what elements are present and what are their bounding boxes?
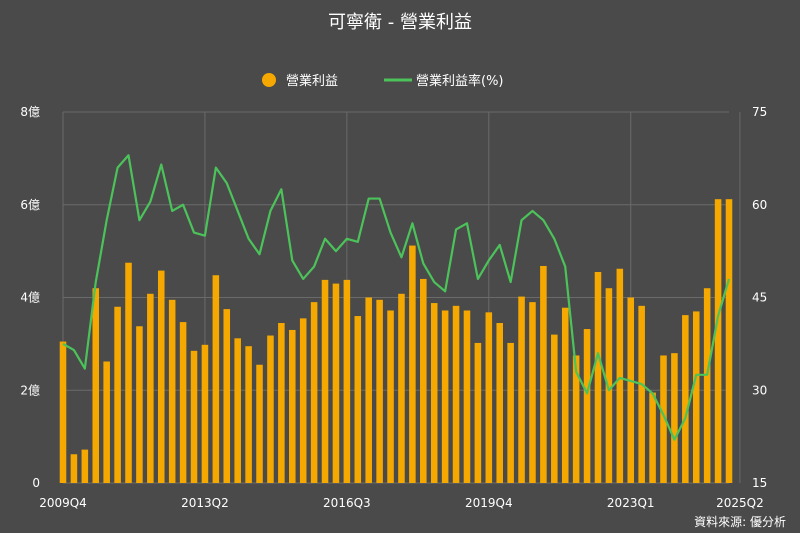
y-right-tick-label: 15 xyxy=(752,476,767,490)
bar xyxy=(343,279,351,483)
bar xyxy=(452,305,460,483)
bar xyxy=(725,199,733,483)
legend-bar-marker xyxy=(262,73,276,87)
x-tick-label: 2013Q2 xyxy=(181,496,229,510)
bar xyxy=(147,293,154,483)
bar xyxy=(420,278,427,483)
bar xyxy=(190,350,198,483)
bar xyxy=(594,271,602,483)
legend-bar-label: 營業利益 xyxy=(286,73,338,89)
bar xyxy=(409,245,416,483)
bar xyxy=(179,322,187,483)
bar xyxy=(605,288,613,483)
bar xyxy=(376,299,383,483)
bar xyxy=(201,344,209,483)
y-left-tick-label: 4億 xyxy=(20,291,40,305)
bar xyxy=(70,454,78,483)
bar xyxy=(365,297,372,483)
bar xyxy=(125,262,132,483)
margin-line xyxy=(62,154,731,441)
bar xyxy=(278,323,285,483)
bar xyxy=(310,302,318,483)
bar xyxy=(714,199,722,483)
y-right-tick-label: 60 xyxy=(752,198,767,212)
bar xyxy=(507,342,514,483)
bar xyxy=(485,312,493,483)
y-left-tick-label: 6億 xyxy=(20,198,40,212)
left-axis-ticks: 0 2億 4億 6億 8億 xyxy=(20,105,40,490)
source-note: 資料來源: 優分析 xyxy=(694,515,786,529)
bar xyxy=(398,293,405,483)
x-axis-ticks: 2009Q4 2013Q2 2016Q3 2019Q4 2023Q1 2025Q2 xyxy=(39,496,764,510)
bar xyxy=(682,315,689,483)
x-tick-label: 2023Q1 xyxy=(607,496,655,510)
bar xyxy=(540,265,547,483)
y-right-tick-label: 45 xyxy=(752,291,767,305)
bar xyxy=(81,449,89,483)
bar xyxy=(299,318,307,483)
bar xyxy=(551,334,558,483)
bar xyxy=(660,355,667,483)
y-right-tick-label: 75 xyxy=(752,105,767,119)
bar xyxy=(529,302,536,483)
bar xyxy=(332,283,340,483)
bar xyxy=(627,297,635,483)
bar xyxy=(518,296,525,483)
bar xyxy=(92,288,100,483)
bar xyxy=(474,342,482,483)
bar xyxy=(572,355,580,483)
bar xyxy=(245,346,252,483)
bar xyxy=(212,275,220,483)
line-series xyxy=(62,154,731,441)
bar xyxy=(168,299,176,483)
x-tick-label: 2016Q3 xyxy=(323,496,371,510)
bar xyxy=(256,364,263,483)
y-left-tick-label: 2億 xyxy=(20,383,40,397)
bar xyxy=(496,323,503,483)
bar xyxy=(671,353,678,483)
y-left-tick-label: 0 xyxy=(32,476,40,490)
bar xyxy=(289,329,296,483)
bar xyxy=(234,338,241,483)
bar xyxy=(430,303,438,483)
x-tick-label: 2019Q4 xyxy=(465,496,513,510)
legend-line-label: 營業利益率(%) xyxy=(416,73,504,89)
bar xyxy=(583,329,591,483)
bar xyxy=(616,268,624,483)
bar xyxy=(692,311,700,483)
bar-series xyxy=(59,199,733,483)
bar xyxy=(223,309,231,483)
bar xyxy=(463,310,471,483)
bar xyxy=(354,316,362,483)
chart-title: 可寧衛 - 營業利益 xyxy=(328,12,472,33)
bar xyxy=(638,305,645,483)
bar xyxy=(267,335,274,483)
bar xyxy=(561,307,569,483)
bar xyxy=(649,392,656,483)
bar xyxy=(136,326,143,483)
bar xyxy=(703,288,711,483)
bar xyxy=(387,310,394,483)
x-tick-label: 2009Q4 xyxy=(39,496,87,510)
bar xyxy=(114,306,121,483)
bar xyxy=(157,270,165,483)
bar xyxy=(103,361,110,483)
x-tick-label: 2025Q2 xyxy=(716,496,764,510)
y-left-tick-label: 8億 xyxy=(20,105,40,119)
right-axis-ticks: 15 30 45 60 75 xyxy=(752,105,767,490)
y-right-tick-label: 30 xyxy=(752,383,767,397)
legend: 營業利益 營業利益率(%) xyxy=(262,73,504,89)
bar xyxy=(59,341,67,483)
bar xyxy=(321,279,329,483)
bar xyxy=(441,310,449,483)
